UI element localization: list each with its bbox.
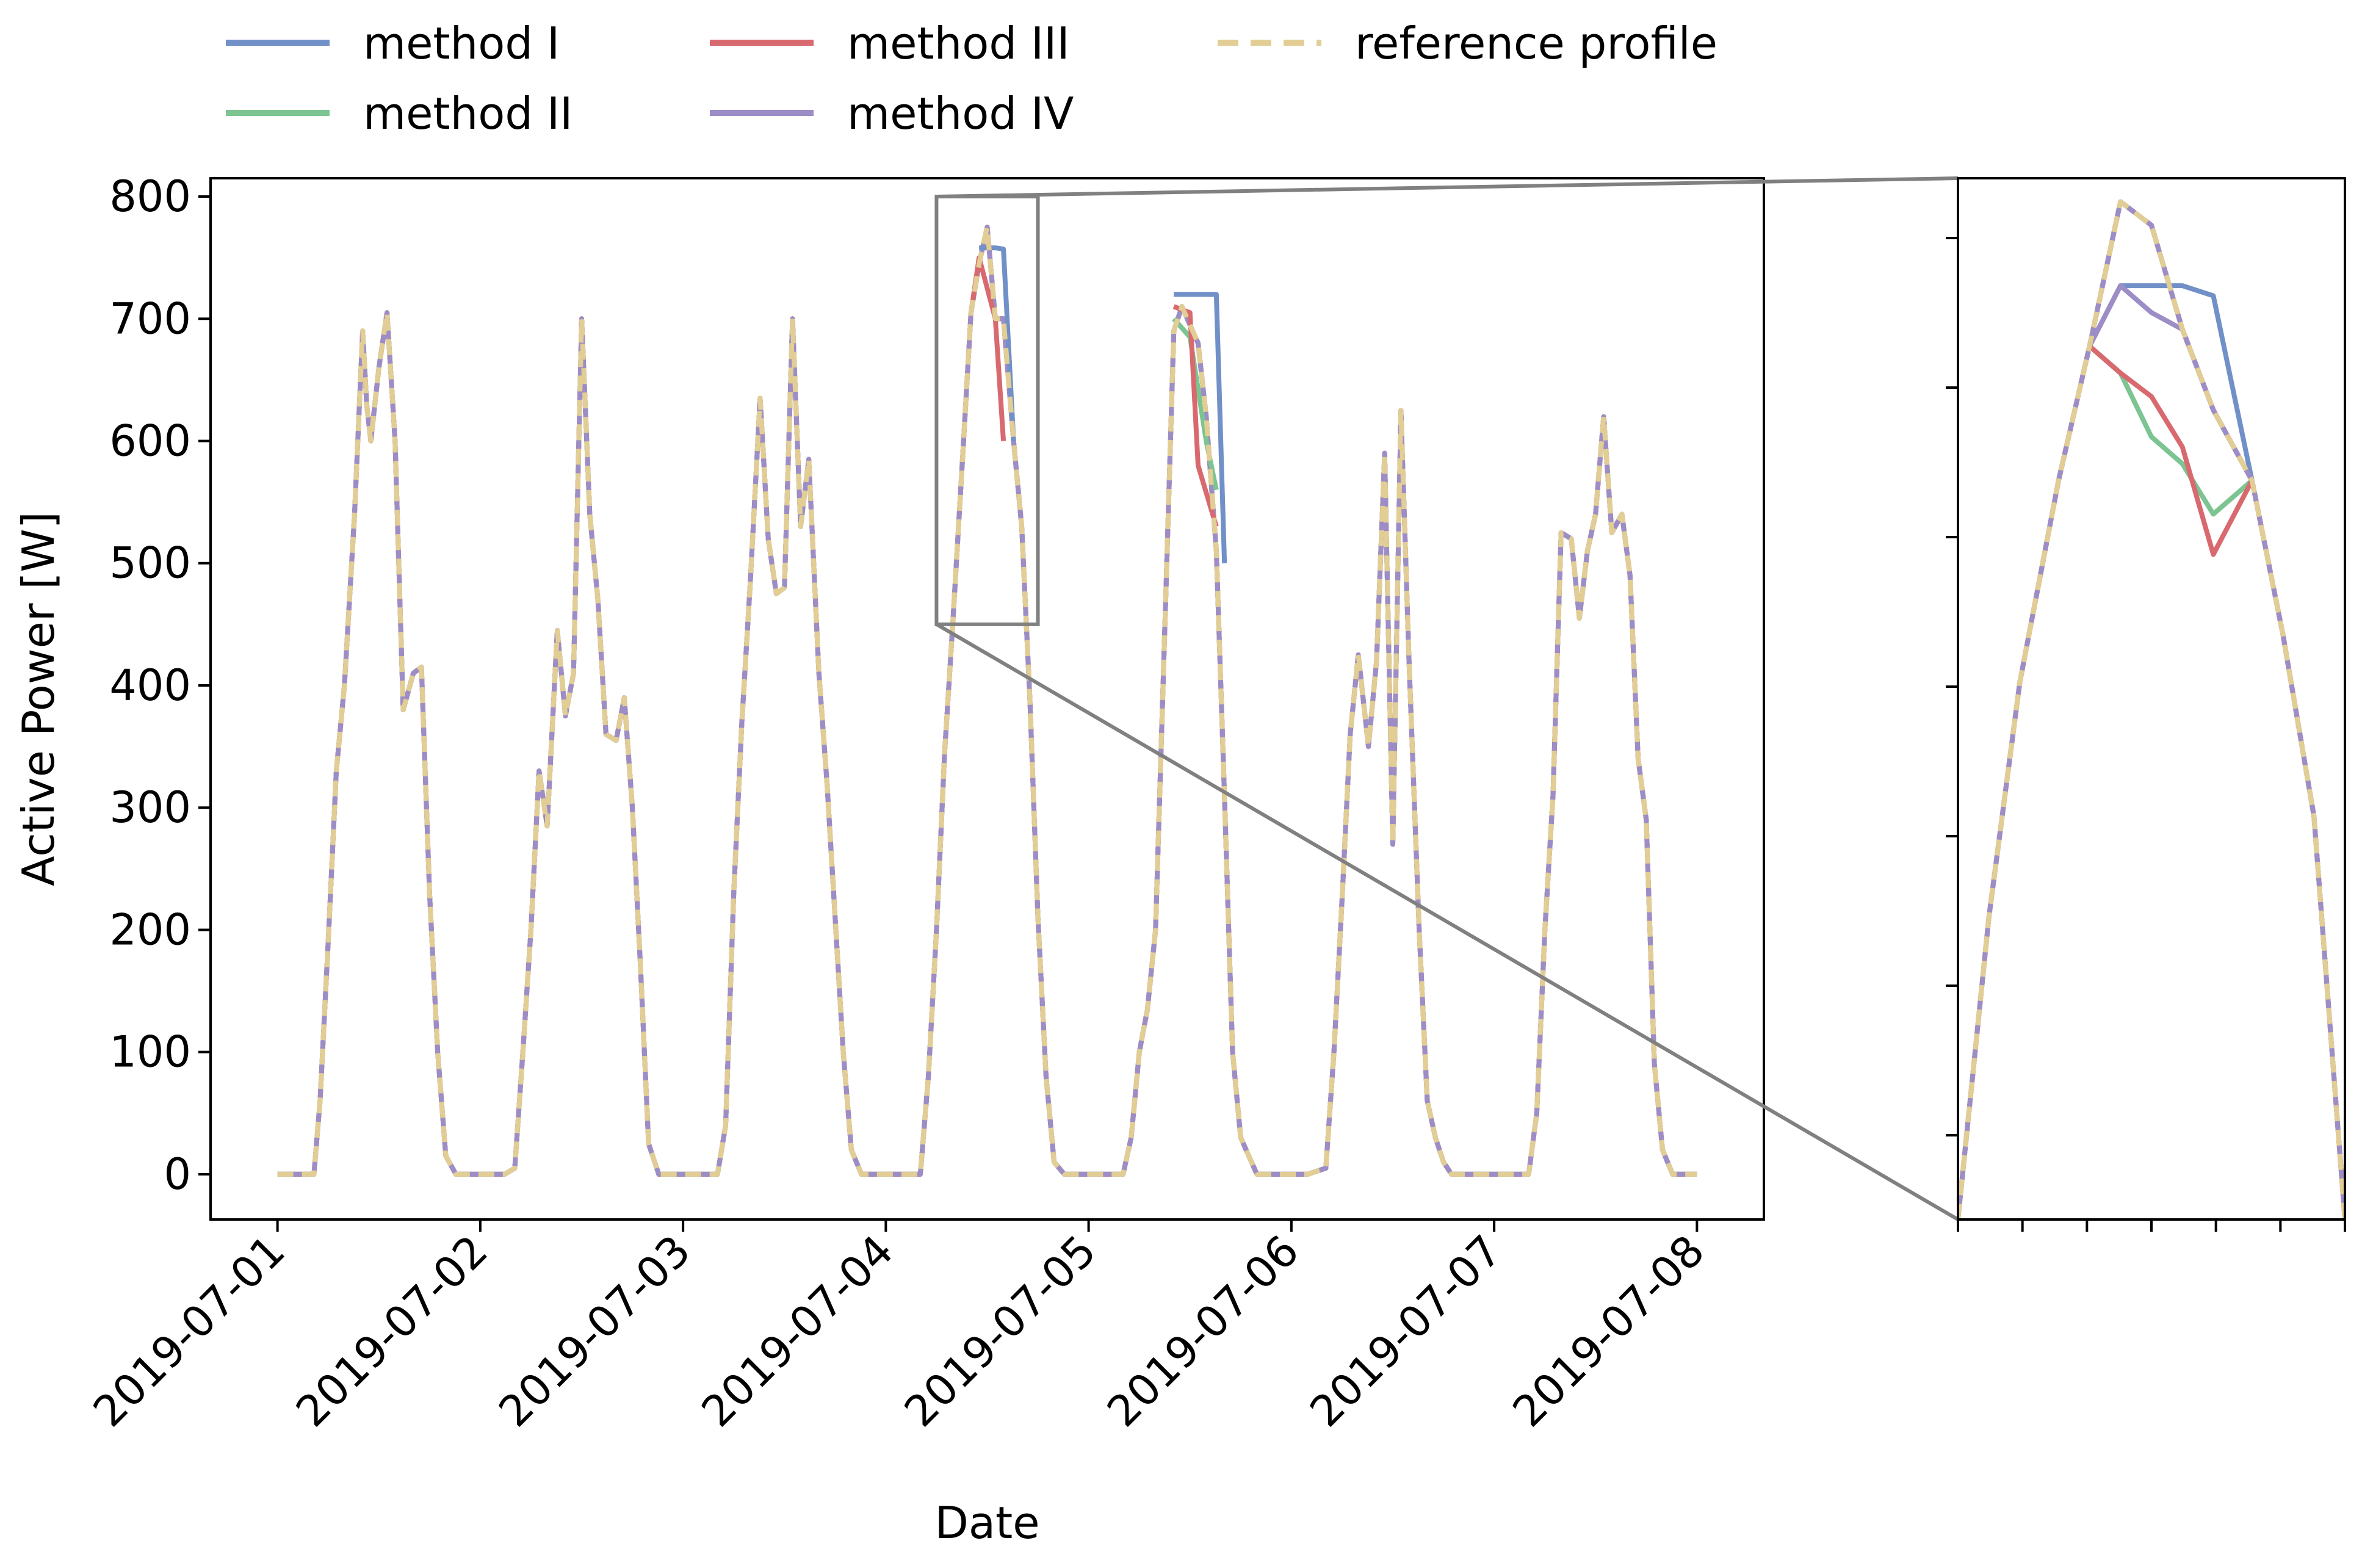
legend-label-method-iii: method III: [847, 18, 1070, 69]
y-tick-label-400: 400: [109, 660, 191, 710]
series-reference-profile-line: [277, 225, 1697, 1177]
inset-series-lines: [1958, 199, 2345, 1219]
x-axis-ticks: 2019-07-012019-07-022019-07-032019-07-04…: [84, 1219, 1714, 1437]
y-tick-label-100: 100: [109, 1027, 191, 1077]
y-axis-label: Active Power [W]: [13, 511, 64, 886]
x-tick-label-6: 2019-07-07: [1300, 1226, 1511, 1437]
x-tick-label-5: 2019-07-06: [1097, 1226, 1309, 1437]
x-tick-label-0: 2019-07-01: [84, 1226, 295, 1437]
zoom-connector-bottom: [935, 623, 1959, 1221]
y-tick-label-700: 700: [109, 294, 191, 344]
x-tick-label-3: 2019-07-04: [692, 1226, 903, 1437]
zoom-indicator: [934, 176, 1959, 1221]
legend: method I method II method III method IV refe…: [226, 18, 1717, 139]
y-axis-ticks: 0 100 200 300 400 500 600 700 800: [109, 172, 211, 1199]
legend-label-method-i: method I: [363, 18, 560, 69]
inset-series-method-iii-line: [2087, 344, 2255, 557]
inset-base-method-iv: [1958, 199, 2345, 1219]
y-tick-label-500: 500: [109, 538, 191, 588]
zoom-connector-top: [936, 176, 1959, 199]
x-tick-label-1: 2019-07-02: [286, 1226, 497, 1437]
inset-plot: [1946, 177, 2346, 1232]
x-tick-label-2: 2019-07-03: [489, 1226, 701, 1437]
deviation-method-ii-2: [1172, 317, 1219, 491]
series-method-ii-line: [277, 225, 1697, 1177]
y-tick-label-800: 800: [109, 172, 191, 222]
y-tick-label-200: 200: [109, 905, 191, 955]
main-series-lines: [277, 225, 1697, 1177]
legend-label-method-iv: method IV: [847, 88, 1074, 139]
inset-ticks: [1946, 237, 2346, 1232]
inset-reference-profile-line: [1958, 199, 2345, 1219]
y-tick-label-300: 300: [109, 782, 191, 833]
x-axis-label: Date: [934, 1497, 1039, 1548]
x-tick-label-7: 2019-07-08: [1503, 1226, 1714, 1437]
legend-label-reference-profile: reference profile: [1355, 18, 1717, 69]
y-tick-label-0: 0: [164, 1149, 191, 1199]
y-tick-label-600: 600: [109, 416, 191, 466]
legend-label-method-ii: method II: [363, 88, 572, 139]
series-method-i-line: [277, 225, 1697, 1177]
series-method-iii-line: [277, 225, 1697, 1177]
x-tick-label-4: 2019-07-05: [895, 1226, 1106, 1437]
series-method-iv-line: [277, 225, 1697, 1177]
deviation-method-i-1: [1174, 292, 1227, 563]
main-plot-frame: [209, 177, 1765, 1221]
